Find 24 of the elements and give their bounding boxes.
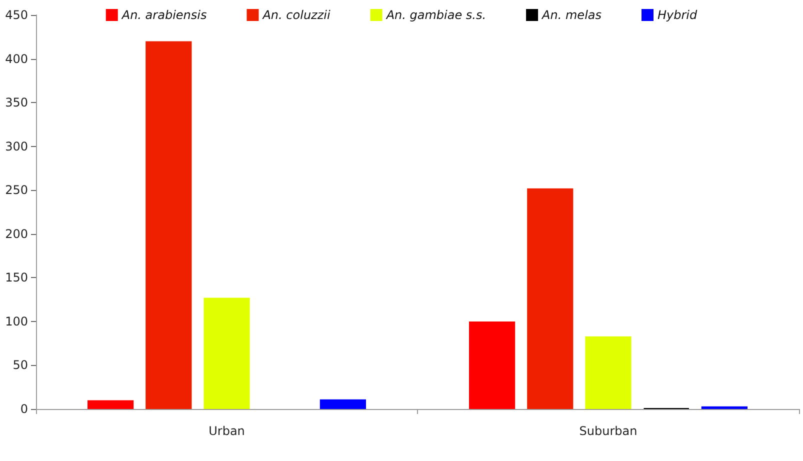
legend-label: An. melas bbox=[541, 8, 602, 22]
x-tick-label: Urban bbox=[208, 424, 245, 438]
y-tick-label: 450 bbox=[5, 8, 28, 22]
y-tick-label: 300 bbox=[5, 139, 28, 154]
bar bbox=[585, 336, 632, 409]
y-tick-label: 50 bbox=[12, 358, 28, 372]
bar bbox=[146, 41, 192, 409]
y-tick-label: 200 bbox=[5, 226, 28, 241]
y-tick-label: 0 bbox=[20, 402, 28, 416]
bar bbox=[469, 321, 516, 409]
bar bbox=[320, 399, 366, 409]
legend-label: An. arabiensis bbox=[120, 8, 207, 22]
y-tick-label: 350 bbox=[5, 96, 28, 110]
y-tick-label: 150 bbox=[5, 270, 28, 285]
legend-label: Hybrid bbox=[658, 8, 698, 22]
y-tick-label: 250 bbox=[5, 183, 28, 198]
y-tick-label: 400 bbox=[5, 52, 28, 66]
bar bbox=[88, 400, 134, 409]
legend-label: An. coluzzii bbox=[262, 8, 331, 22]
y-tick-label: 100 bbox=[5, 314, 28, 328]
legend-label: An. gambiae s.s. bbox=[385, 8, 486, 22]
x-tick-label: Suburban bbox=[579, 424, 638, 438]
bar bbox=[527, 188, 574, 409]
bar bbox=[204, 298, 250, 409]
